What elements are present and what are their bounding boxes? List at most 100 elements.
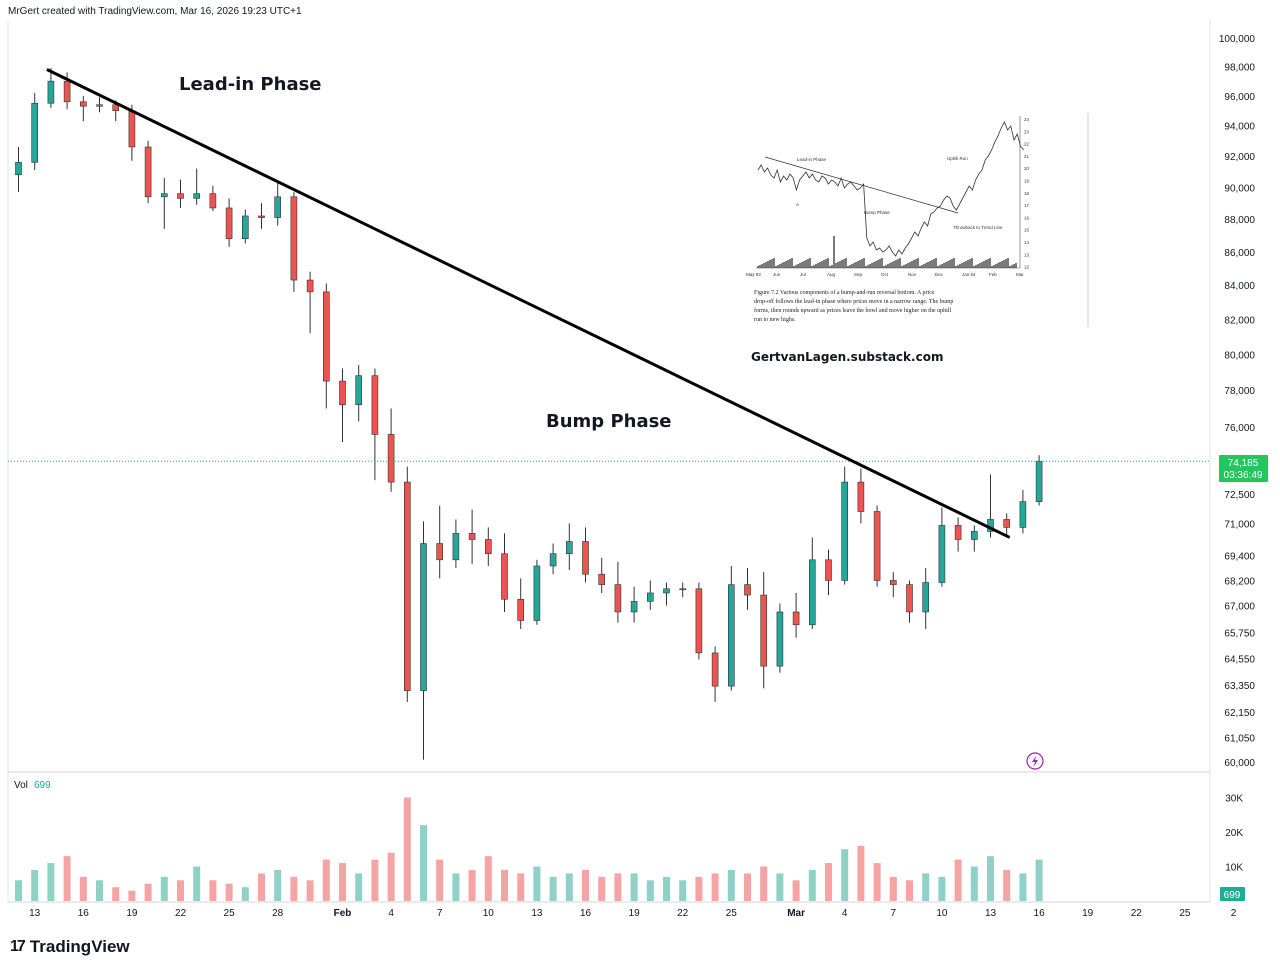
price-tick-label: 96,000 [1224,92,1255,103]
inset-x-label: May 93 [746,272,761,277]
volume-bar [403,797,411,901]
inset-caption-line-2: drop-off follows the lead-in phase where… [754,298,953,305]
volume-bar [193,866,201,901]
time-tick-label: 16 [78,908,90,919]
attribution-text: MrGert created with TradingView.com, Mar… [8,6,302,17]
candle-body [501,553,508,600]
candle-body [355,375,363,406]
inset-x-label: Feb [989,272,997,277]
time-tick-label: 22 [677,908,689,919]
inset-y-label: 21 [1024,154,1030,159]
price-tick-label: 69,400 [1224,552,1255,563]
volume-tick-label: 30K [1225,794,1243,805]
price-tick-label: 86,000 [1224,248,1255,259]
time-tick-label: 16 [580,908,592,919]
candle-body [792,611,800,626]
candle-body [47,80,55,104]
volume-bar [241,887,249,901]
price-tick-label: 64,550 [1224,654,1255,665]
candle-body [889,580,897,585]
price-tick-label: 88,000 [1224,215,1255,226]
volume-bar [322,859,330,901]
site-watermark: GertvanLagen.substack.com [751,350,943,364]
time-tick-label: 22 [1131,908,1143,919]
price-tick-label: 90,000 [1224,183,1255,194]
price-axis[interactable]: 100,000 98,000 96,000 94,000 92,000 90,000 88,… [1219,34,1256,769]
candle-body [873,511,881,581]
volume-bar [355,873,363,901]
price-tick-label: 94,000 [1224,122,1255,133]
candle-body [484,539,492,554]
candle-body [193,193,200,199]
price-tick-label: 100,000 [1219,34,1256,45]
inset-x-label: Dec [935,272,944,277]
volume-bar [906,880,913,901]
volume-bar [808,869,816,901]
time-axis[interactable]: 13 16 19 22 25 28 Feb 4 7 10 13 16 19 22 25 Mar 4 7 10 13 16… [29,908,1237,919]
candle-body [306,279,314,293]
inset-x-label: Sep [854,272,863,277]
candle-body [161,193,168,198]
volume-bar [258,873,265,901]
inset-caption-line-4: run to new highs. [754,317,796,323]
inset-y-label: 16 [1024,215,1030,220]
volume-bar [144,883,152,901]
price-tick-label: 60,000 [1224,758,1255,769]
inset-volume [757,236,1017,268]
candle-body [533,565,541,621]
trend-line[interactable] [46,68,1011,539]
candle-body [452,533,460,561]
candle-body [598,573,606,585]
inset-y-label: 19 [1024,179,1030,184]
volume-bar [744,873,751,901]
inset-trend-line [764,156,959,214]
candle-body [225,207,233,239]
candle-body [403,481,411,691]
current-price-value: 74,185 [1228,458,1259,469]
candle-body [695,588,703,654]
volume-bar [274,869,282,901]
inset-y-label: 17 [1024,203,1030,208]
candle-body [679,588,687,591]
volume-bar [938,876,946,901]
inset-x-label: Nov [908,272,917,277]
volume-bar [306,880,314,901]
inset-y-label: 20 [1024,166,1030,171]
candle-body [954,525,962,540]
inset-x-label: Oct [881,272,889,277]
volume-bar [452,873,460,901]
candle-body [290,196,298,281]
time-tick-label: 19 [1082,908,1094,919]
price-tick-label: 61,050 [1224,733,1255,744]
tradingview-logo[interactable]: 17 TradingView [10,937,130,957]
inset-y-label: 22 [1024,142,1030,147]
volume-bar [290,876,298,901]
volume-bar [663,876,670,901]
volume-badge: 699 [1220,887,1245,901]
inset-x-axis: May 93 Jun Jul Aug Sep Oct Nov Dec Jan 94 Feb Mar [746,272,1024,277]
volume-bar [825,863,832,901]
candle-body [436,543,444,561]
candle-body [565,541,573,554]
price-tick-label: 92,000 [1224,152,1255,163]
volume-bar [112,887,120,901]
inset-price-path [757,121,1024,257]
volume-bar [841,849,849,901]
flash-icon[interactable] [1026,752,1044,770]
candle-body [1035,460,1043,502]
price-tick-label: 68,200 [1224,576,1255,587]
candle-body [922,582,930,613]
volume-legend-label: Vol [14,780,28,791]
volume-tick-label: 10K [1225,863,1243,874]
time-tick-label: 7 [891,908,897,919]
volume-bar [209,880,217,901]
time-tick-label: 10 [483,908,495,919]
volume-bar [1035,859,1043,901]
volume-badge-value: 699 [1224,890,1241,901]
candle-body [63,80,71,103]
volume-bar [517,873,525,901]
candle-body [517,598,525,621]
volume-bar [970,866,978,901]
candle-body [760,594,768,667]
